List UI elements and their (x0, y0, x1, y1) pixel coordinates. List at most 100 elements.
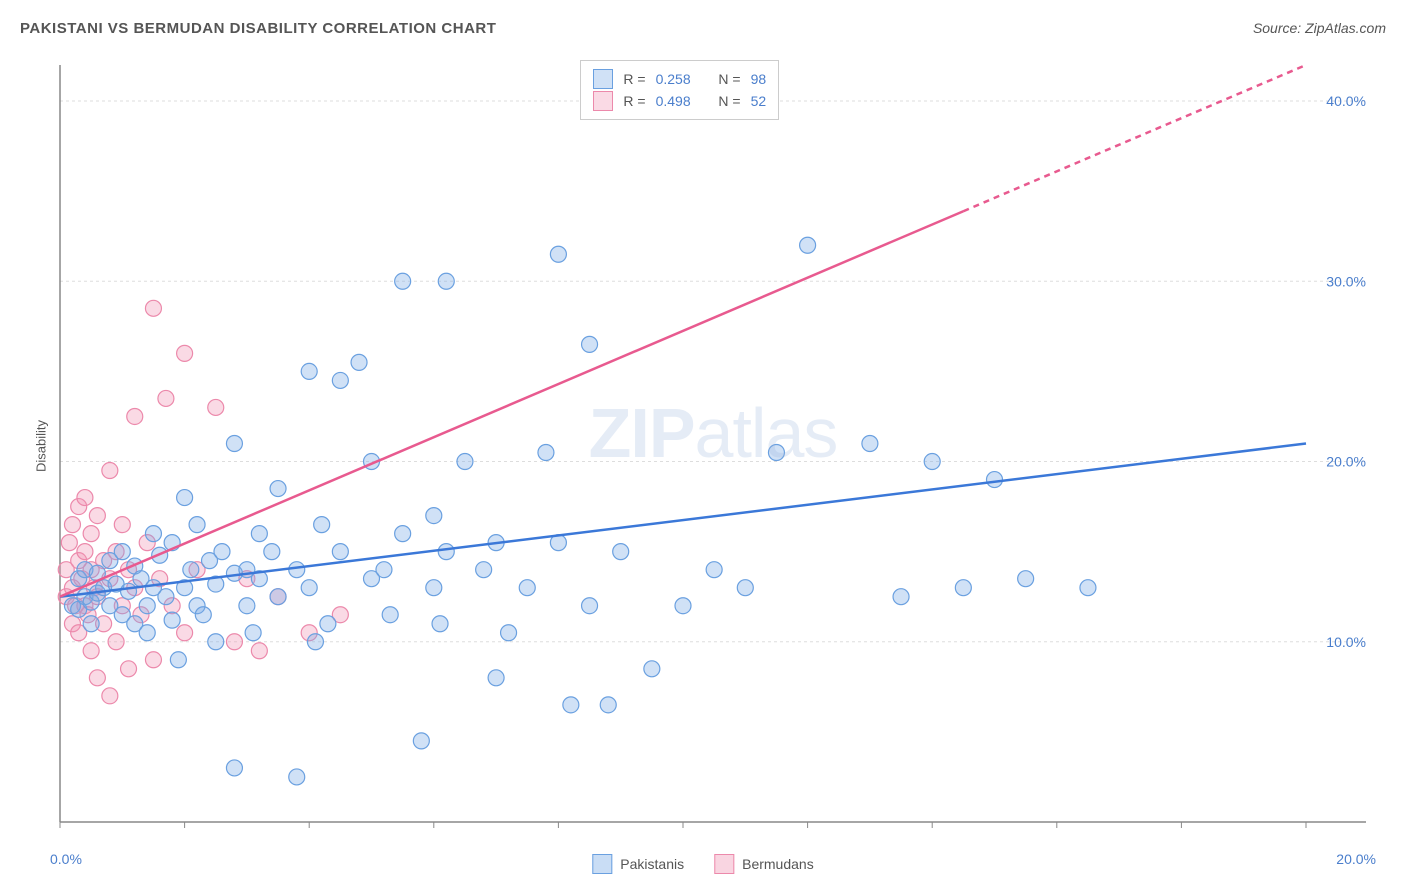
scatter-point (226, 436, 242, 452)
legend-item: Pakistanis (592, 854, 684, 874)
trend-line-dashed (963, 65, 1306, 211)
scatter-point (214, 544, 230, 560)
x-max-label: 20.0% (1336, 851, 1376, 867)
scatter-point (706, 562, 722, 578)
scatter-svg: 10.0% 20.0% 30.0% 40.0% (50, 55, 1376, 842)
trend-line (60, 444, 1306, 597)
n-label: N = (718, 71, 740, 87)
r-value: 0.498 (656, 93, 691, 109)
y-tick-label: 40.0% (1326, 93, 1366, 109)
scatter-point (61, 535, 77, 551)
scatter-point (675, 598, 691, 614)
scatter-point (189, 517, 205, 533)
scatter-point (158, 390, 174, 406)
y-axis-label: Disability (34, 420, 49, 472)
chart-title: PAKISTANI VS BERMUDAN DISABILITY CORRELA… (20, 20, 496, 37)
scatter-point (77, 544, 93, 560)
scatter-point (264, 544, 280, 560)
scatter-point (121, 583, 137, 599)
scatter-point (438, 544, 454, 560)
scatter-point (195, 607, 211, 623)
trend-line (60, 211, 963, 596)
scatter-point (395, 526, 411, 542)
scatter-point (301, 580, 317, 596)
scatter-point (177, 345, 193, 361)
scatter-point (89, 670, 105, 686)
scatter-point (83, 616, 99, 632)
r-value: 0.258 (656, 71, 691, 87)
legend-swatch (593, 69, 613, 89)
scatter-point (226, 760, 242, 776)
scatter-point (457, 454, 473, 470)
scatter-point (987, 472, 1003, 488)
scatter-point (438, 273, 454, 289)
legend-row: R = 0.258 N = 98 (593, 69, 766, 89)
scatter-point (351, 354, 367, 370)
n-label: N = (718, 93, 740, 109)
plot-area: 10.0%20.0%30.0%40.0% ZIPatlas R = 0.258 … (50, 55, 1376, 842)
y-tick-label: 30.0% (1326, 273, 1366, 289)
scatter-point (164, 612, 180, 628)
scatter-point (108, 634, 124, 650)
scatter-point (177, 490, 193, 506)
scatter-point (332, 372, 348, 388)
scatter-point (376, 562, 392, 578)
scatter-point (289, 562, 305, 578)
scatter-point (77, 490, 93, 506)
scatter-point (332, 544, 348, 560)
scatter-point (158, 589, 174, 605)
scatter-point (426, 580, 442, 596)
y-tick-label: 20.0% (1326, 454, 1366, 470)
scatter-point (582, 336, 598, 352)
scatter-point (800, 237, 816, 253)
scatter-point (307, 634, 323, 650)
scatter-point (245, 625, 261, 641)
scatter-point (89, 508, 105, 524)
x-min-label: 0.0% (50, 851, 82, 867)
scatter-point (301, 363, 317, 379)
n-value: 52 (751, 93, 767, 109)
scatter-point (114, 544, 130, 560)
scatter-point (563, 697, 579, 713)
scatter-point (488, 670, 504, 686)
scatter-point (102, 463, 118, 479)
legend-swatch (714, 854, 734, 874)
scatter-point (102, 688, 118, 704)
scatter-point (177, 625, 193, 641)
scatter-point (382, 607, 398, 623)
scatter-point (1080, 580, 1096, 596)
legend-item: Bermudans (714, 854, 814, 874)
scatter-point (1018, 571, 1034, 587)
scatter-point (550, 246, 566, 262)
scatter-point (955, 580, 971, 596)
scatter-point (251, 643, 267, 659)
scatter-point (538, 445, 554, 461)
legend-swatch (592, 854, 612, 874)
legend-swatch (593, 91, 613, 111)
scatter-point (139, 625, 155, 641)
scatter-point (208, 399, 224, 415)
scatter-point (121, 661, 137, 677)
r-label: R = (623, 71, 645, 87)
scatter-point (270, 481, 286, 497)
scatter-point (476, 562, 492, 578)
r-label: R = (623, 93, 645, 109)
scatter-point (314, 517, 330, 533)
scatter-point (145, 652, 161, 668)
scatter-point (83, 643, 99, 659)
scatter-point (320, 616, 336, 632)
legend-label: Pakistanis (620, 856, 684, 872)
scatter-point (114, 517, 130, 533)
scatter-point (251, 526, 267, 542)
scatter-point (64, 517, 80, 533)
scatter-point (644, 661, 660, 677)
scatter-point (208, 634, 224, 650)
scatter-point (613, 544, 629, 560)
series-legend: Pakistanis Bermudans (592, 854, 813, 874)
legend-label: Bermudans (742, 856, 814, 872)
scatter-point (139, 598, 155, 614)
scatter-point (127, 408, 143, 424)
scatter-point (893, 589, 909, 605)
y-tick-label: 10.0% (1326, 634, 1366, 650)
chart-source: Source: ZipAtlas.com (1253, 20, 1386, 36)
